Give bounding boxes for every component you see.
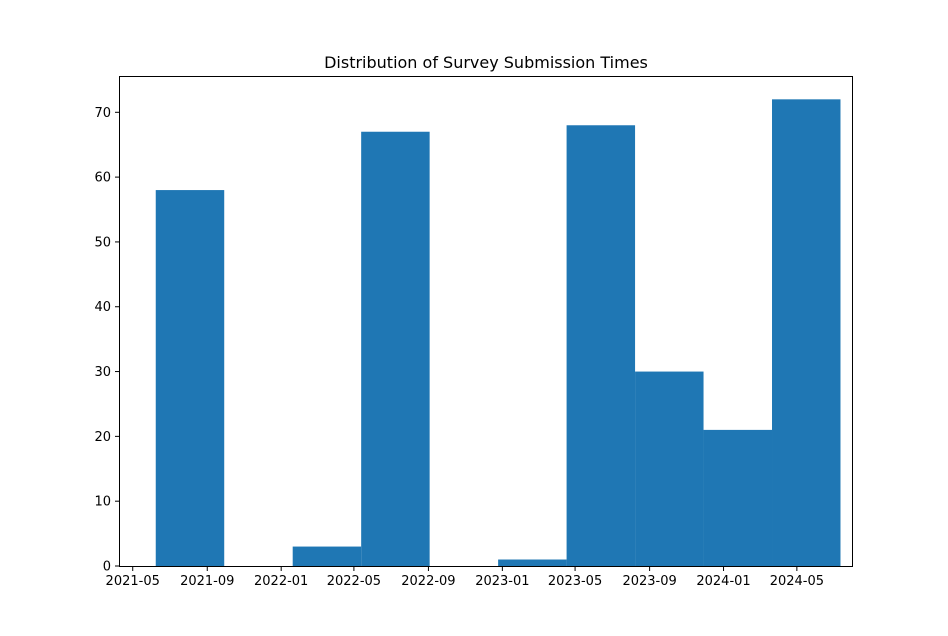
chart-title: Distribution of Survey Submission Times (324, 53, 648, 72)
y-tick-label: 40 (94, 300, 111, 315)
y-axis: 0 10 20 30 40 50 60 70 (94, 106, 120, 575)
x-tick-label: 2023-09 (622, 574, 676, 589)
y-tick-label: 50 (94, 235, 111, 250)
y-tick-label: 60 (94, 171, 111, 186)
x-tick-label: 2024-01 (696, 574, 750, 589)
x-tick-label: 2022-01 (254, 574, 308, 589)
y-tick-label: 30 (94, 365, 111, 380)
y-tick-label: 20 (94, 430, 111, 445)
x-tick-label: 2021-05 (106, 574, 160, 589)
x-tick-label: 2023-01 (475, 574, 529, 589)
y-tick-label: 0 (103, 560, 111, 575)
bars-group (155, 99, 841, 567)
x-tick-label: 2023-05 (548, 574, 602, 589)
histogram-bar (292, 546, 362, 566)
histogram-bar (703, 429, 773, 566)
x-tick-label: 2024-05 (770, 574, 824, 589)
histogram-bar (772, 99, 841, 566)
x-axis: 2021-05 2021-09 2022-01 2022-05 2022-09 2023-… (106, 566, 824, 589)
histogram-bar (155, 190, 225, 566)
plot-frame (119, 76, 853, 567)
histogram-bar (361, 131, 430, 567)
histogram-bar (498, 559, 567, 566)
y-tick-label: 10 (94, 495, 111, 510)
x-tick-label: 2021-09 (180, 574, 234, 589)
x-tick-label: 2022-05 (327, 574, 381, 589)
x-tick-label: 2022-09 (401, 574, 455, 589)
y-tick-label: 70 (94, 106, 111, 121)
histogram-bar (566, 125, 636, 566)
histogram-bar (635, 371, 704, 566)
